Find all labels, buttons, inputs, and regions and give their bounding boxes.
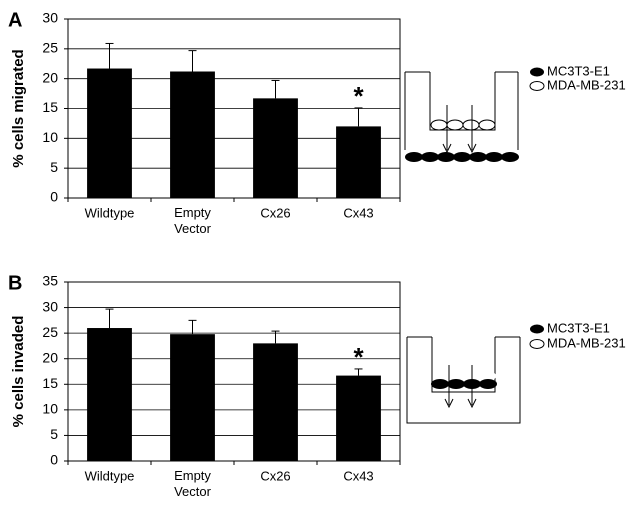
x-tick-label: Cx43 xyxy=(343,468,373,483)
bar xyxy=(87,68,132,198)
x-tick-label: Wildtype xyxy=(85,205,135,220)
bar xyxy=(253,343,298,461)
diagram-migration xyxy=(404,67,545,162)
y-tick-label: 25 xyxy=(42,324,58,340)
bar xyxy=(170,71,215,198)
y-tick-label: 35 xyxy=(42,273,58,289)
y-tick-label: 15 xyxy=(42,99,58,115)
x-tick-label: Cx26 xyxy=(260,468,290,483)
y-tick-label: 20 xyxy=(42,349,58,365)
bar xyxy=(336,126,381,198)
x-tick-label: Empty Vector xyxy=(174,468,212,499)
y-tick-label: 5 xyxy=(50,159,58,175)
annotation: * xyxy=(353,342,364,372)
diagram-invasion xyxy=(406,324,545,424)
x-tick-label: Empty Vector xyxy=(174,205,212,236)
bar xyxy=(336,375,381,461)
y-axis-title: % cells migrated xyxy=(10,49,27,167)
y-tick-label: 0 xyxy=(50,189,58,205)
bar xyxy=(87,328,132,461)
legend-label: MC3T3-E1 xyxy=(547,63,610,78)
panel-label: B xyxy=(8,272,22,294)
annotation: * xyxy=(353,81,364,111)
y-tick-label: 0 xyxy=(50,452,58,468)
y-tick-label: 30 xyxy=(42,298,58,314)
y-tick-label: 10 xyxy=(42,129,58,145)
y-tick-label: 5 xyxy=(50,426,58,442)
y-tick-label: 25 xyxy=(42,40,58,56)
bar xyxy=(253,98,298,198)
y-axis-title: % cells invaded xyxy=(10,316,27,428)
legend-label: MDA-MB-231 xyxy=(547,77,626,92)
x-tick-label: Cx43 xyxy=(343,205,373,220)
legend-label: MDA-MB-231 xyxy=(547,335,626,350)
y-tick-label: 15 xyxy=(42,375,58,391)
x-tick-label: Cx26 xyxy=(260,205,290,220)
panel-label: A xyxy=(8,9,22,31)
legend-label: MC3T3-E1 xyxy=(547,320,610,335)
y-tick-label: 30 xyxy=(42,10,58,26)
bar xyxy=(170,334,215,461)
x-tick-label: Wildtype xyxy=(85,468,135,483)
y-tick-label: 10 xyxy=(42,401,58,417)
y-tick-label: 20 xyxy=(42,69,58,85)
